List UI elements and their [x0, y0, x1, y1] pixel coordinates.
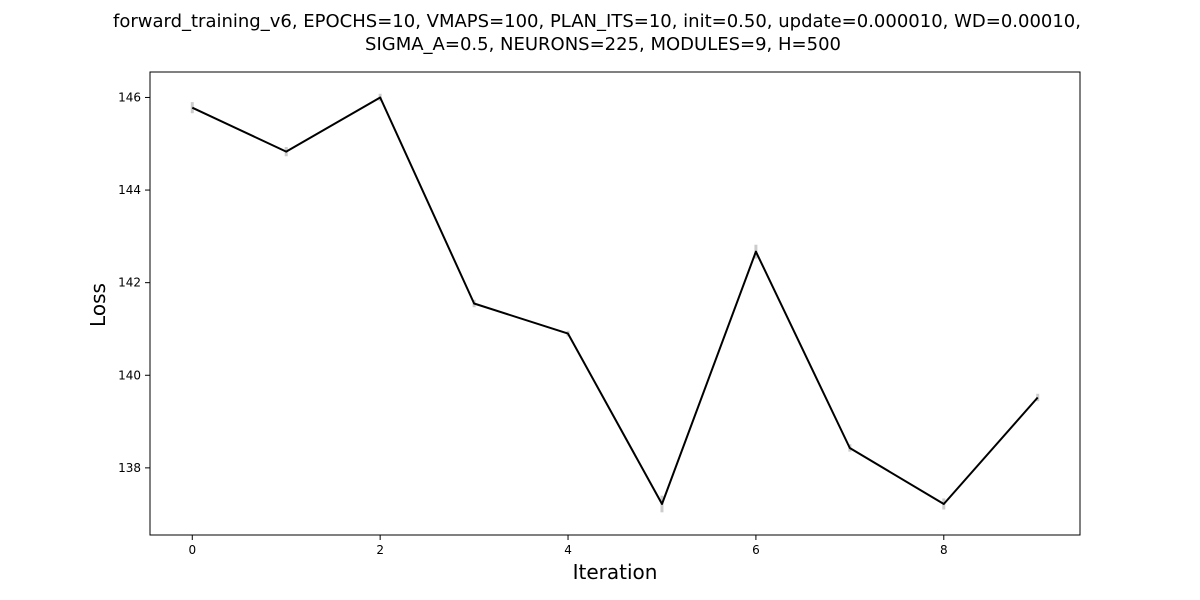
x-tick-label: 0: [188, 543, 196, 557]
x-tick-label: 4: [564, 543, 572, 557]
plot-area-frame: [149, 71, 1081, 536]
y-axis-label: Loss: [86, 283, 110, 327]
y-tick-label: 146: [118, 90, 141, 104]
x-tick-label: 8: [940, 543, 948, 557]
chart-title-line-2: SIGMA_A=0.5, NEURONS=225, MODULES=9, H=5…: [365, 34, 841, 55]
x-axis-label: Iteration: [573, 560, 658, 584]
axis-ticks-group: 0 2 4 6 8 138 140 142 144 146: [118, 90, 948, 557]
error-bars-group: [190, 93, 1040, 513]
y-tick-label: 140: [118, 368, 141, 382]
chart-title-line-1: forward_training_v6, EPOCHS=10, VMAPS=10…: [113, 11, 1081, 32]
y-tick-label: 142: [118, 276, 141, 290]
y-tick-label: 138: [118, 461, 141, 475]
y-tick-label: 144: [118, 183, 141, 197]
loss-series-line: [191, 96, 1039, 505]
x-tick-label: 2: [376, 543, 384, 557]
x-tick-label: 6: [752, 543, 760, 557]
